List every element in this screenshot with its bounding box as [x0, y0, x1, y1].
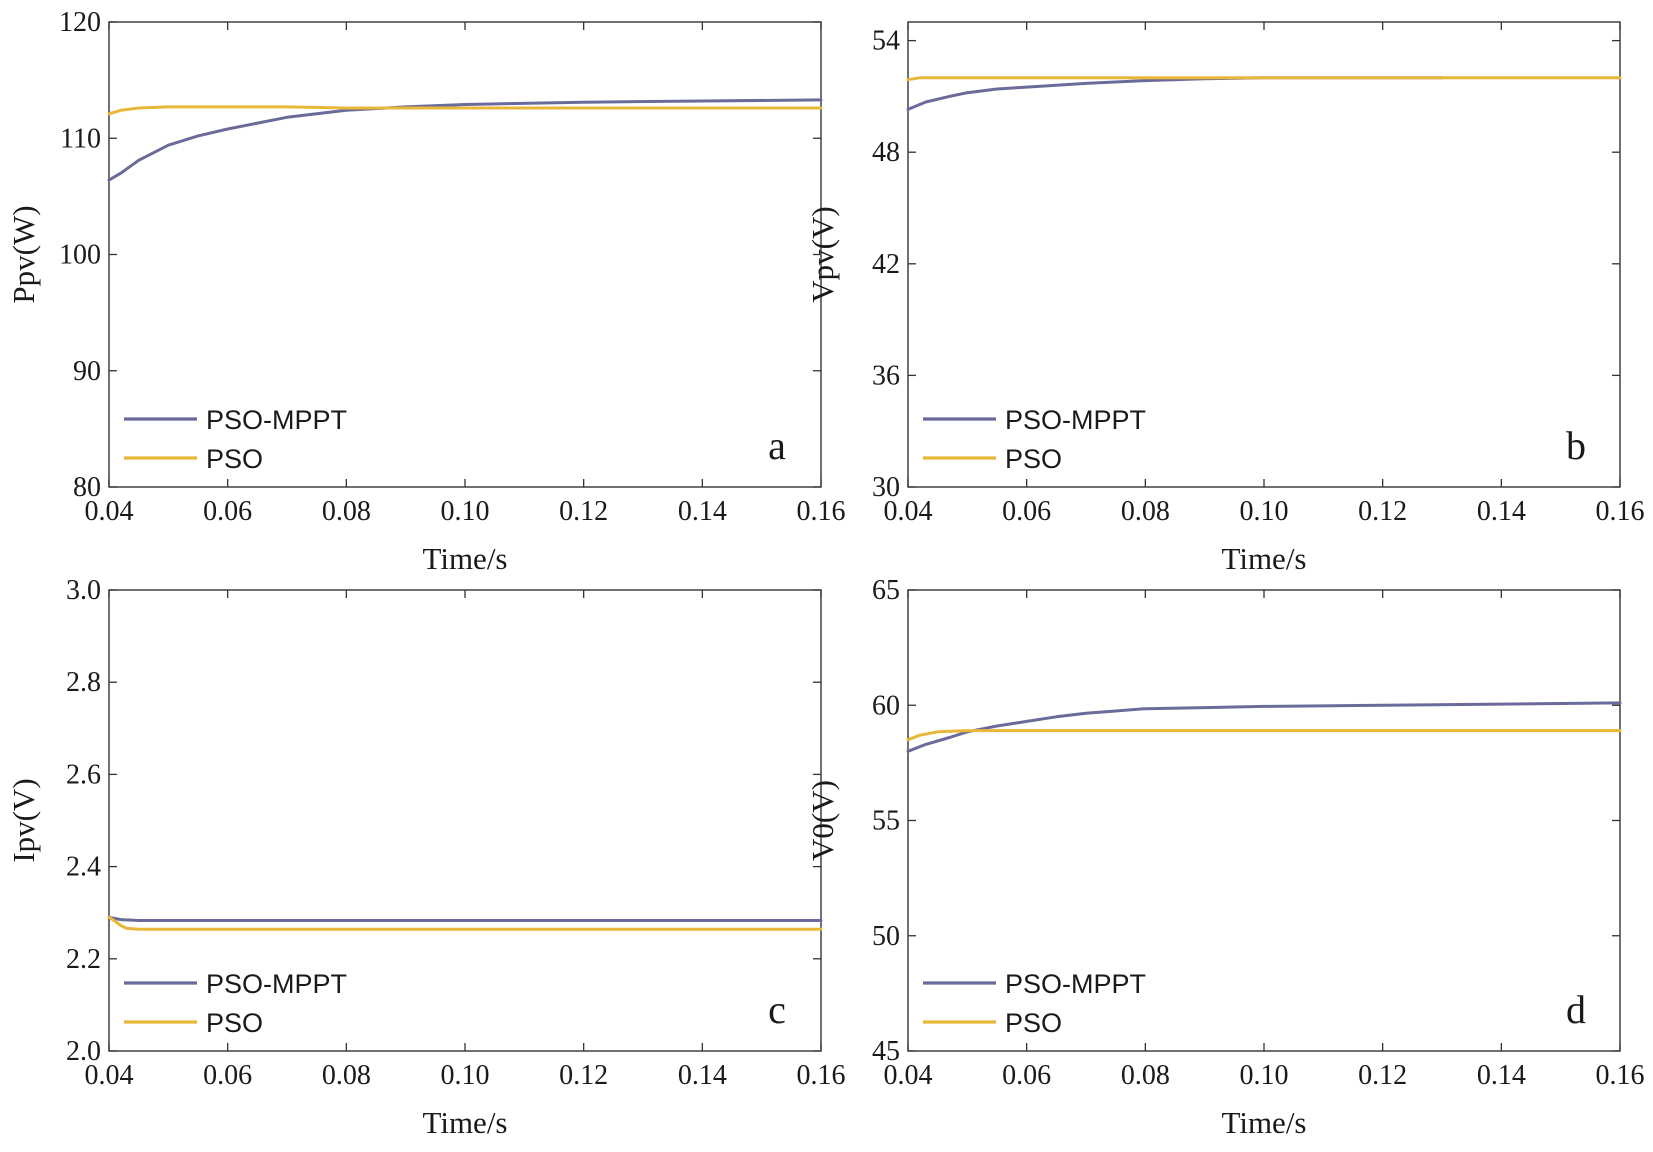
y-tick-label: 55 — [872, 806, 900, 837]
y-tick-label: 2.6 — [66, 759, 101, 790]
legend-label: PSO — [206, 444, 263, 474]
y-tick-label: 2.8 — [66, 667, 101, 698]
y-axis-title: Ppv(W) — [6, 205, 41, 303]
y-tick-label: 2.0 — [66, 1036, 101, 1067]
x-tick-label: 0.12 — [1358, 496, 1407, 527]
y-tick-label: 100 — [59, 240, 101, 271]
panel-d: 45 50 55 60 65 0.04 0.06 0.08 0.10 0.12 0.14 0.16 Ti… — [805, 575, 1645, 1140]
x-tick-label: 0.04 — [884, 1060, 933, 1091]
x-tick-label: 0.16 — [1596, 496, 1645, 527]
series-line-pso — [107, 915, 823, 931]
legend-label: PSO-MPPT — [1005, 969, 1146, 999]
y-tick-label: 30 — [872, 472, 900, 503]
series-line-pso — [906, 729, 1622, 742]
x-tick-label: 0.06 — [203, 496, 252, 527]
x-axis-title: Time/s — [422, 1105, 507, 1140]
x-tick-label: 0.08 — [1121, 496, 1170, 527]
x-tick-label: 0.16 — [797, 496, 846, 527]
y-tick-label: 90 — [73, 356, 101, 387]
x-tick-label: 0.10 — [441, 1060, 490, 1091]
x-tick-label: 0.10 — [441, 496, 490, 527]
y-tick-label: 65 — [872, 575, 900, 606]
panel-letter: d — [1566, 987, 1586, 1032]
x-tick-label: 0.16 — [797, 1060, 846, 1091]
y-tick-label: 36 — [872, 360, 900, 391]
y-tick-label: 120 — [59, 7, 101, 38]
legend-label: PSO — [1005, 1008, 1062, 1038]
y-tick-label: 2.2 — [66, 944, 101, 975]
y-tick-label: 2.4 — [66, 852, 101, 883]
y-tick-label: 60 — [872, 690, 900, 721]
x-tick-label: 0.08 — [322, 1060, 371, 1091]
series-line-pso-mppt — [107, 915, 823, 922]
y-tick-label: 48 — [872, 137, 900, 168]
series-line-pso — [107, 105, 823, 116]
y-tick-label: 3.0 — [66, 575, 101, 606]
y-tick-label: 50 — [872, 921, 900, 952]
panel-b: 30 36 42 48 54 0.04 0.06 0.08 0.10 0.12 0.14 0.16 Ti… — [805, 21, 1645, 576]
x-tick-label: 0.04 — [85, 1060, 134, 1091]
x-tick-label: 0.06 — [203, 1060, 252, 1091]
y-axis-title: Ipv(V) — [6, 778, 41, 862]
y-axis-title: Vpv(V) — [805, 206, 840, 302]
x-tick-label: 0.12 — [1358, 1060, 1407, 1091]
panel-letter: a — [768, 423, 786, 468]
series-line-pso — [906, 76, 1622, 82]
x-tick-label: 0.08 — [322, 496, 371, 527]
panel-c: 2.0 2.2 2.4 2.6 2.8 3.0 0.04 0.06 0.08 0.10 0.12 0.… — [6, 575, 846, 1140]
y-tick-label: 42 — [872, 249, 900, 280]
legend-label: PSO — [1005, 444, 1062, 474]
x-tick-label: 0.08 — [1121, 1060, 1170, 1091]
x-tick-label: 0.16 — [1596, 1060, 1645, 1091]
panel-letter: c — [768, 987, 786, 1032]
x-tick-label: 0.14 — [1477, 1060, 1526, 1091]
x-axis-title: Time/s — [1221, 1105, 1306, 1140]
x-tick-label: 0.10 — [1240, 1060, 1289, 1091]
legend-label: PSO-MPPT — [206, 405, 347, 435]
y-tick-label: 54 — [872, 26, 900, 57]
series-line-pso-mppt — [906, 76, 1444, 111]
series-line-pso-mppt — [107, 98, 823, 182]
x-axis-title: Time/s — [1221, 541, 1306, 576]
x-tick-label: 0.10 — [1240, 496, 1289, 527]
x-tick-label: 0.12 — [559, 1060, 608, 1091]
legend-label: PSO — [206, 1008, 263, 1038]
legend-label: PSO-MPPT — [1005, 405, 1146, 435]
panel-letter: b — [1566, 423, 1586, 468]
x-tick-label: 0.06 — [1002, 1060, 1051, 1091]
y-axis-title: V0(V) — [805, 780, 840, 861]
y-tick-label: 110 — [60, 123, 101, 154]
x-tick-label: 0.14 — [1477, 496, 1526, 527]
series-line-pso-mppt — [906, 701, 1622, 753]
y-tick-label: 80 — [73, 472, 101, 503]
x-tick-label: 0.06 — [1002, 496, 1051, 527]
x-tick-label: 0.14 — [678, 496, 727, 527]
panel-a: 80 90 100 110 120 0.04 0.06 0.08 0.10 0.12 0.14 0.1… — [6, 7, 846, 576]
x-tick-label: 0.04 — [85, 496, 134, 527]
x-tick-label: 0.12 — [559, 496, 608, 527]
x-tick-label: 0.14 — [678, 1060, 727, 1091]
legend-label: PSO-MPPT — [206, 969, 347, 999]
x-tick-label: 0.04 — [884, 496, 933, 527]
x-axis-title: Time/s — [422, 541, 507, 576]
y-tick-label: 45 — [872, 1036, 900, 1067]
